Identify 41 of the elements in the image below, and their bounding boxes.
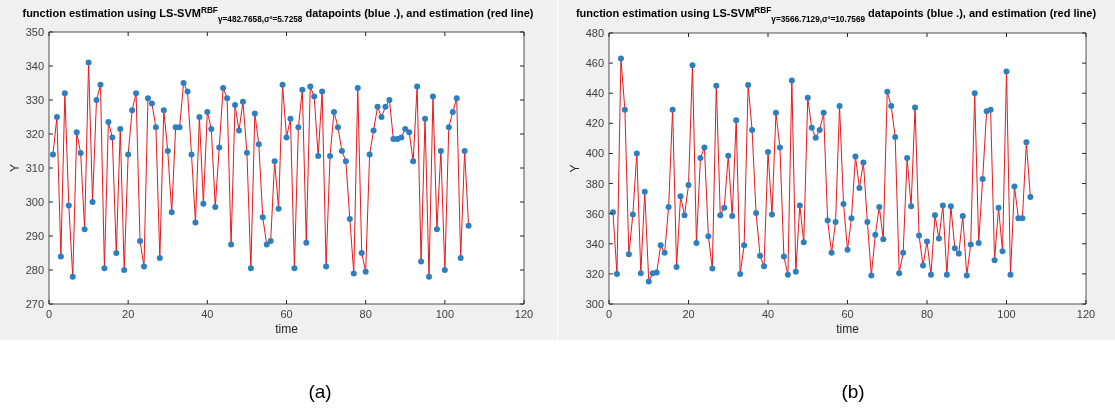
- y-tick-label: 420: [585, 117, 604, 130]
- y-tick-label: 360: [585, 207, 604, 220]
- y-tick-label: 350: [25, 26, 44, 38]
- x-axis-title: time: [275, 322, 299, 336]
- chart-title: function estimation using LS-SVM$^{RBF}$$_{γ=482.7658,σ²=5.7258}$ datapoints (blue .), and estimation (red line): [22, 5, 534, 24]
- y-tick-label: 380: [585, 177, 604, 190]
- x-tick-label: 0: [605, 308, 613, 320]
- x-tick-label: 120: [514, 308, 534, 320]
- y-tick-label: 400: [585, 147, 604, 160]
- x-tick-label: 80: [920, 308, 934, 320]
- x-tick-label: 40: [761, 308, 775, 320]
- y-tick-label: 340: [25, 60, 44, 72]
- y-tick-label: 320: [585, 267, 604, 280]
- y-tick-label: 270: [25, 298, 44, 310]
- x-tick-label: 40: [201, 308, 214, 320]
- y-tick-label: 480: [585, 27, 604, 39]
- chart-title: function estimation using LS-SVM$^{RBF}$$_{γ=3566.7129,σ²=10.7569}$ datapoints (blue .), and estimation (red line): [575, 5, 1097, 24]
- y-tick-label: 440: [585, 87, 604, 100]
- x-tick-label: 20: [122, 308, 135, 320]
- y-tick-label: 310: [25, 162, 44, 174]
- x-tick-label: 0: [45, 308, 53, 320]
- y-axis-title: Y: [568, 164, 582, 173]
- text: (b): [841, 381, 865, 402]
- x-tick-label: 100: [435, 308, 455, 320]
- y-tick-label: 460: [585, 57, 604, 70]
- x-tick-label: 60: [841, 308, 854, 320]
- y-tick-label: 300: [585, 298, 604, 310]
- text: (a): [308, 381, 332, 402]
- x-axis-title: time: [836, 322, 860, 336]
- y-tick-label: 300: [25, 196, 44, 208]
- x-tick-label: 60: [280, 308, 293, 320]
- x-tick-label: 80: [359, 308, 372, 320]
- y-tick-label: 330: [25, 94, 44, 106]
- y-tick-label: 290: [25, 230, 44, 242]
- x-tick-label: 100: [997, 308, 1016, 320]
- y-tick-label: 340: [585, 237, 604, 250]
- y-tick-label: 320: [25, 128, 44, 140]
- x-tick-label: 120: [1076, 308, 1096, 320]
- y-axis-title: Y: [8, 163, 22, 173]
- x-tick-label: 20: [682, 308, 695, 320]
- y-tick-label: 280: [25, 264, 44, 276]
